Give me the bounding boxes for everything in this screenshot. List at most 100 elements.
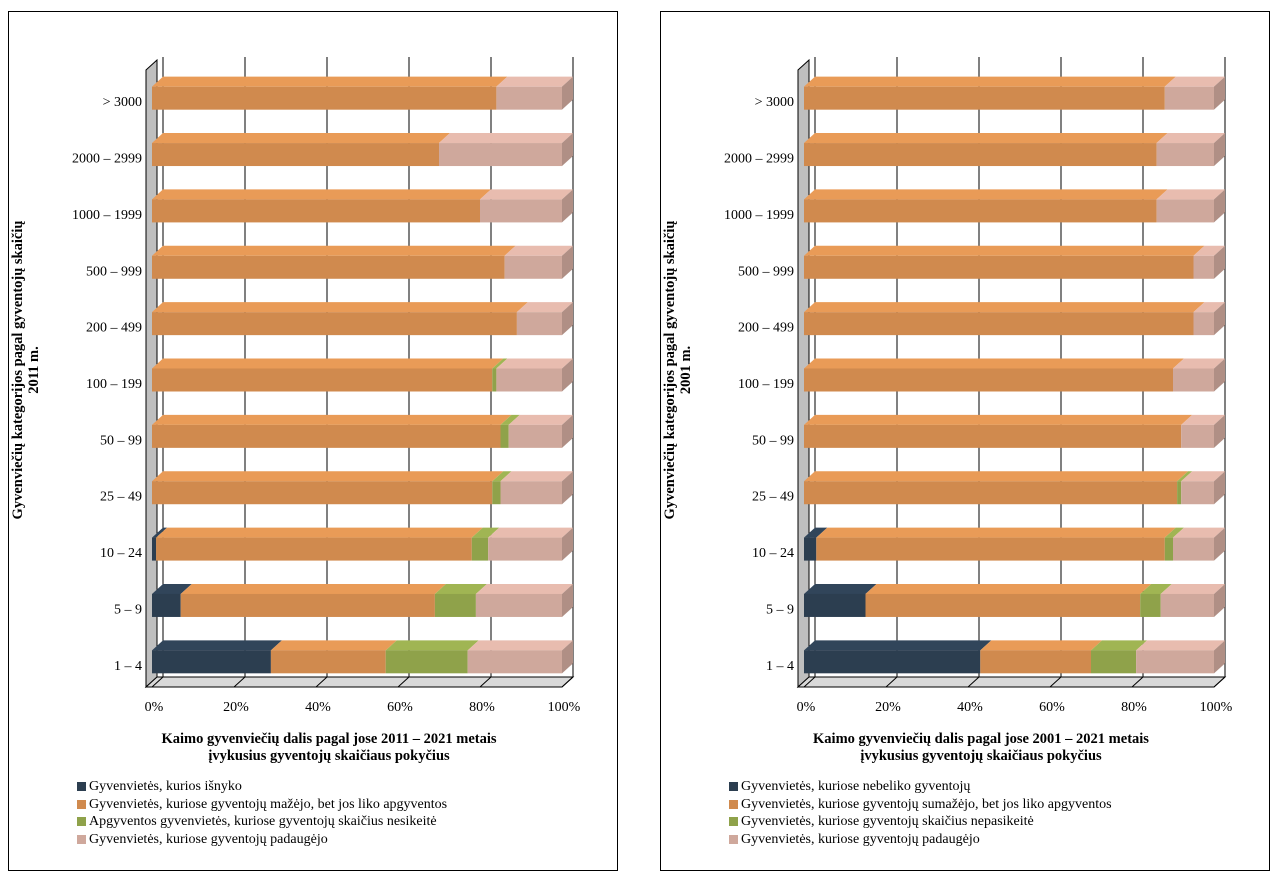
bar-segment	[1173, 368, 1214, 392]
bar-top	[1156, 189, 1225, 200]
bar-end	[1214, 133, 1225, 167]
legend-label: Gyvenvietės, kuriose gyventojų mažėjo, b…	[89, 796, 448, 812]
bar-segment	[804, 424, 1182, 448]
bar-segment	[467, 650, 562, 674]
bar-segment	[804, 593, 866, 617]
floor-gridline	[1049, 676, 1062, 688]
bar-end	[562, 640, 573, 674]
legend-swatch	[729, 782, 738, 792]
bar-top	[385, 640, 479, 651]
y-tick-label: 50 – 99	[100, 433, 142, 448]
bar-segment	[152, 424, 501, 448]
bar-segment	[385, 650, 468, 674]
bar-top	[270, 640, 397, 651]
bar-segment	[180, 593, 435, 617]
legend: Gyvenvietės, kurios išnyko Gyvenvietės, …	[77, 778, 447, 848]
y-axis-title-line-1: Gyvenviečių kategorijos pagal gyventojų …	[10, 220, 26, 520]
bar-top	[434, 583, 487, 594]
bar-segment	[1181, 424, 1214, 448]
x-tick-label: 60%	[387, 700, 413, 715]
bar-segment	[865, 593, 1141, 617]
bar-end	[562, 302, 573, 336]
legend-item: Gyvenvietės, kuriose gyventojų padaugėjo	[729, 831, 1112, 849]
floor-gridline	[397, 676, 410, 688]
legend-item: Gyvenvietės, kuriose nebeliko gyventojų	[729, 778, 1112, 796]
bar-top	[156, 527, 483, 538]
bar-segment	[1164, 537, 1173, 561]
bar-segment	[516, 312, 562, 336]
chart-panel-2011: 0% 20% 40% 60% 80% 100% 1 – 4 5 – 9 10 – 24 25 – …	[8, 11, 618, 871]
bar-segment	[804, 368, 1173, 392]
bar-top	[480, 189, 573, 200]
bar-segment	[804, 312, 1194, 336]
bar-top	[516, 302, 573, 313]
floor	[796, 676, 1227, 688]
x-tick-label: 80%	[469, 700, 495, 715]
floor-gridline	[885, 676, 898, 688]
bar-segment	[496, 368, 562, 392]
legend-swatch	[729, 834, 738, 844]
floor-gridline	[967, 676, 980, 688]
x-axis-title-line-1: Kaimo gyvenviečių dalis pagal jose 2011 …	[161, 731, 497, 747]
legend-swatch	[729, 799, 738, 809]
bar-top	[1156, 133, 1225, 144]
bar-top	[152, 471, 504, 482]
y-tick-label: 5 – 9	[114, 602, 142, 617]
bar-segment	[1164, 86, 1214, 110]
legend-swatch	[77, 834, 86, 844]
bar-segment	[475, 593, 562, 617]
bar-top	[804, 471, 1189, 482]
floor-gridline	[479, 676, 492, 688]
legend-label: Gyvenvietės, kuriose gyventojų padaugėjo	[89, 831, 328, 847]
bar-top	[496, 358, 573, 369]
bar-segment	[488, 537, 562, 561]
y-axis-title: Gyvenviečių kategorijos pagal gyventojų …	[10, 90, 42, 650]
bar-top	[1140, 583, 1172, 594]
legend-label: Gyvenvietės, kurios išnyko	[89, 779, 242, 794]
bar-top	[475, 583, 573, 594]
bar-end	[562, 76, 573, 110]
bar-top	[804, 583, 877, 594]
bar-segment	[1160, 593, 1214, 617]
bar-end	[1214, 189, 1225, 223]
y-axis-title: Gyvenviečių kategorijos pagal gyventojų …	[662, 90, 694, 650]
y-tick-label: 10 – 24	[752, 546, 794, 561]
y-tick-label: 50 – 99	[752, 433, 794, 448]
bar-top	[816, 527, 1176, 538]
x-tick-label: 20%	[223, 700, 249, 715]
bar-end	[562, 358, 573, 392]
bar-segment	[1136, 650, 1214, 674]
bar-segment	[496, 86, 562, 110]
bar-end	[1214, 414, 1225, 448]
bar-top	[152, 414, 512, 425]
bar-segment	[1193, 312, 1214, 336]
y-axis-title-line-1: Gyvenviečių kategorijos pagal gyventojų …	[662, 220, 678, 520]
bar-segment	[492, 481, 501, 505]
bar-top	[1164, 527, 1184, 538]
bar-top	[500, 471, 573, 482]
bar-top	[152, 76, 508, 87]
bar-end	[1214, 583, 1225, 617]
y-tick-label: 1 – 4	[114, 659, 142, 674]
chart-panel-2001: 0% 20% 40% 60% 80% 100% 1 – 4 5 – 9 10 – 24 25 – …	[660, 11, 1270, 871]
bar-segment	[804, 255, 1194, 279]
bar-top	[467, 640, 573, 651]
legend: Gyvenvietės, kuriose nebeliko gyventojų …	[729, 778, 1112, 848]
bar-top	[508, 414, 573, 425]
bar-segment	[152, 255, 505, 279]
bar-segment	[1156, 199, 1214, 223]
bar-top	[804, 189, 1168, 200]
bar-segment	[1181, 481, 1214, 505]
bar-top	[439, 133, 573, 144]
bar-segment	[480, 199, 562, 223]
bar-segment	[1173, 537, 1214, 561]
bar-top	[492, 358, 508, 369]
bar-end	[1214, 302, 1225, 336]
bar-segment	[508, 424, 562, 448]
bar-top	[1160, 583, 1225, 594]
floor-gridline	[233, 676, 246, 688]
bar-top	[504, 245, 573, 256]
floor-gridline	[561, 676, 574, 688]
bar-top	[152, 245, 516, 256]
floor	[144, 676, 575, 688]
